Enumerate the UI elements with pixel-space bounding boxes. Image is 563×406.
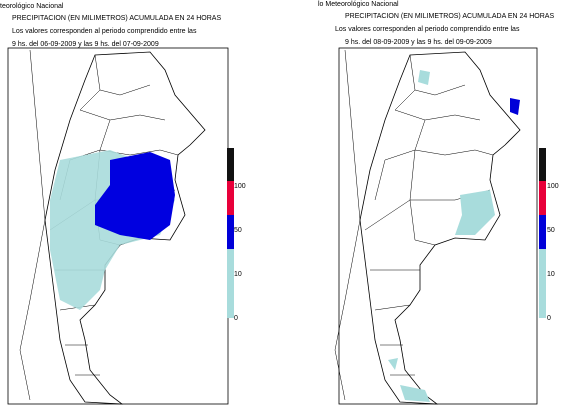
precip-area (455, 190, 495, 235)
header-line: 9 hs. del 08-09-2009 y las 9 hs. del 09-… (345, 39, 492, 46)
legend-label: 100 (234, 183, 246, 190)
legend-swatch (227, 215, 234, 249)
legend-swatch (539, 181, 546, 215)
panel-left (7, 47, 234, 405)
legend-swatch (227, 249, 234, 318)
legend (227, 148, 234, 318)
precip-area (510, 98, 520, 115)
precip-area (95, 152, 175, 240)
panel-right (334, 47, 546, 405)
legend-swatch (227, 148, 234, 181)
legend-label: 50 (547, 227, 555, 234)
legend-label: 0 (547, 315, 551, 322)
header-line: Los valores corresponden al periodo comp… (12, 28, 197, 35)
legend (539, 148, 546, 318)
legend-label: 10 (547, 271, 555, 278)
map-frame (338, 47, 538, 405)
legend-swatch (539, 148, 546, 181)
legend-swatch (227, 181, 234, 215)
legend-label: 0 (234, 315, 238, 322)
country-map (334, 49, 521, 405)
precip-area (418, 70, 430, 85)
header-line: 9 hs. del 06-09-2009 y las 9 hs. del 07-… (12, 41, 159, 48)
legend-label: 50 (234, 227, 242, 234)
legend-swatch (539, 249, 546, 318)
legend-label: 10 (234, 271, 242, 278)
header-line: PRECIPITACION (EN MILIMETROS) ACUMULADA … (12, 15, 221, 22)
header-line: teorológico Nacional (0, 3, 64, 10)
header-line: PRECIPITACION (EN MILIMETROS) ACUMULADA … (345, 13, 554, 20)
legend-label: 100 (547, 183, 559, 190)
precip-area (388, 358, 430, 402)
header-line: lo Meteorológico Nacional (318, 1, 399, 8)
legend-swatch (539, 215, 546, 249)
header-line: Los valores corresponden al periodo comp… (335, 26, 520, 33)
